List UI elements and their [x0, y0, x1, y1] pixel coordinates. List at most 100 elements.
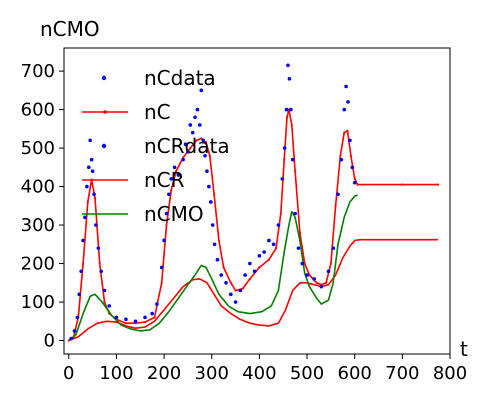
data-point	[243, 273, 247, 277]
series-ncr-line	[68, 238, 439, 342]
data-point	[308, 273, 311, 277]
data-point	[339, 157, 344, 162]
data-point	[207, 184, 211, 189]
data-point	[271, 242, 276, 247]
data-point	[305, 273, 309, 277]
data-point	[99, 269, 103, 274]
data-point	[69, 336, 73, 341]
legend-item-nc: nC	[82, 100, 171, 124]
data-point	[75, 315, 80, 320]
data-point	[348, 138, 352, 143]
data-point	[190, 130, 195, 135]
data-point	[219, 273, 224, 277]
data-point	[229, 281, 232, 284]
data-point	[401, 183, 404, 186]
data-point	[344, 84, 348, 89]
data-point	[164, 211, 169, 216]
data-point	[274, 247, 278, 250]
data-point	[241, 287, 244, 290]
data-point	[153, 316, 156, 319]
data-point	[172, 165, 177, 170]
data-point	[162, 238, 166, 243]
data-point	[200, 137, 203, 140]
data-point	[86, 165, 91, 170]
data-point	[293, 211, 297, 216]
data-point	[252, 269, 257, 274]
legend: nCdata nC nCRdata nCR nCMO	[82, 66, 230, 226]
data-point	[143, 320, 147, 324]
data-point	[72, 329, 77, 333]
x-tick-label: 300	[195, 363, 229, 384]
data-point	[257, 254, 262, 258]
x-tick-label: 400	[242, 363, 276, 384]
legend-item-ncr: nCR	[82, 168, 185, 192]
data-point	[167, 192, 171, 197]
y-tick-label: 700	[21, 61, 55, 82]
y-tick-label: 500	[21, 138, 55, 159]
data-point	[81, 262, 85, 265]
data-point	[203, 153, 207, 158]
data-point	[289, 107, 293, 112]
x-tick-label: 600	[338, 363, 372, 384]
data-point	[312, 277, 316, 281]
legend-label: nCMO	[144, 202, 204, 226]
y-tick-label: 300	[21, 215, 55, 236]
data-point	[258, 266, 261, 269]
data-point	[89, 157, 94, 162]
legend-marker	[103, 110, 107, 114]
data-point	[208, 200, 213, 204]
data-point	[222, 266, 225, 269]
data-point	[195, 107, 200, 112]
legend-swatch	[101, 143, 107, 149]
series-nc-markers	[67, 108, 440, 342]
y-tick-label: 100	[21, 292, 55, 313]
data-point	[234, 289, 237, 292]
data-point	[238, 288, 243, 293]
data-point	[267, 238, 271, 243]
data-point	[183, 142, 188, 147]
data-point	[96, 246, 101, 250]
legend-item-ncmo: nCMO	[82, 202, 204, 226]
legend-item-ncdata: nCdata	[101, 66, 216, 90]
legend-label: nC	[144, 100, 171, 124]
data-point	[298, 231, 301, 234]
data-point	[287, 76, 292, 81]
data-point	[224, 280, 228, 285]
data-point	[324, 281, 328, 284]
data-point	[159, 265, 164, 270]
data-point	[262, 250, 266, 254]
data-point	[107, 304, 112, 308]
data-point	[103, 300, 106, 304]
data-point	[124, 322, 128, 325]
legend-label: nCdata	[144, 66, 216, 90]
data-point	[290, 157, 295, 162]
series-layer	[67, 63, 440, 342]
data-point	[201, 138, 205, 143]
data-point	[290, 123, 293, 127]
data-point	[85, 184, 89, 189]
data-point	[90, 169, 95, 173]
data-point	[114, 315, 119, 320]
data-point	[352, 180, 357, 185]
data-point	[199, 88, 204, 93]
data-point	[160, 281, 163, 284]
data-point	[350, 165, 355, 170]
data-point	[212, 242, 217, 247]
data-point	[276, 223, 281, 227]
data-point	[165, 223, 168, 227]
plot-frame	[63, 47, 451, 355]
data-point	[174, 170, 178, 173]
data-point	[286, 63, 290, 68]
data-point	[331, 246, 336, 250]
data-point	[189, 146, 192, 150]
ticks: 0 100 200 300 400 500 600 700 800 0 100 200 300 400 50…	[21, 61, 468, 384]
data-point	[294, 170, 297, 173]
data-point	[285, 116, 289, 119]
data-point	[353, 177, 356, 180]
data-point	[210, 223, 215, 227]
legend-swatch	[101, 75, 107, 81]
x-tick-label: 700	[385, 363, 419, 384]
data-point	[280, 177, 285, 181]
data-point	[339, 154, 342, 157]
